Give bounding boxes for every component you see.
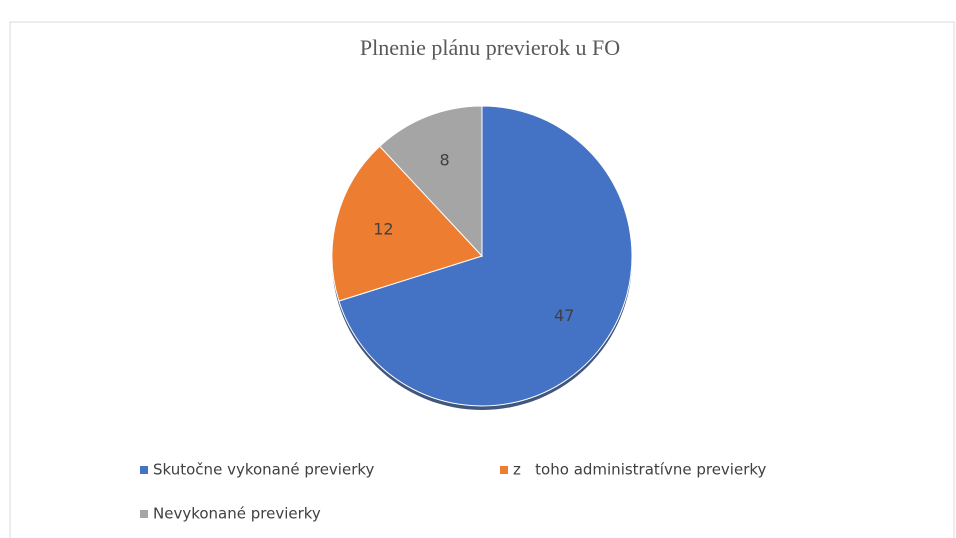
data-label: 47 bbox=[554, 306, 574, 325]
legend-label: Skutočne vykonané previerky bbox=[153, 461, 375, 479]
pie-slice bbox=[338, 105, 633, 407]
legend-swatch bbox=[140, 510, 148, 518]
pie-slice bbox=[331, 145, 483, 302]
chart-title: Plnenie plánu previerok u FO bbox=[360, 35, 620, 60]
legend-swatch bbox=[500, 466, 508, 474]
data-label: 12 bbox=[373, 219, 393, 238]
data-label: 8 bbox=[440, 151, 450, 170]
legend-swatch bbox=[140, 466, 148, 474]
legend-label: Nevykonané previerky bbox=[153, 505, 321, 523]
pie-slice bbox=[379, 105, 483, 258]
legend-label: z toho administratívne previerky bbox=[513, 461, 767, 479]
